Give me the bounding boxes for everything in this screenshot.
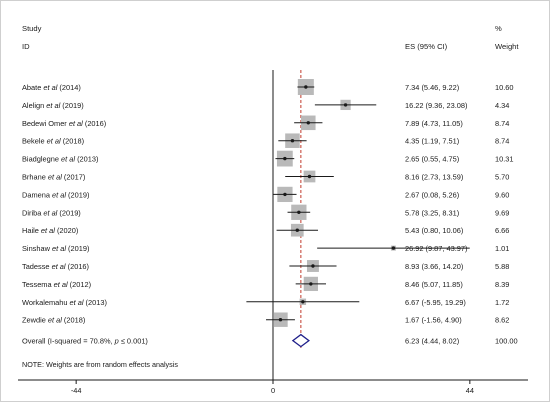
weight-value: 8.74 xyxy=(495,119,509,128)
study-row: Abate et al (2014) 7.34 (5.46, 9.22) 10.60 xyxy=(22,79,514,95)
weight-value: 6.66 xyxy=(495,226,509,235)
study-row: Biadglegne et al (2013) 2.65 (0.55, 4.75)… xyxy=(22,150,514,167)
weight-value: 9.69 xyxy=(495,208,509,217)
es-ci-value: 5.43 (0.80, 10.06) xyxy=(405,226,463,235)
study-rows: Abate et al (2014) 7.34 (5.46, 9.22) 10.60… xyxy=(22,79,518,348)
header-es: ES (95% CI) xyxy=(405,42,448,51)
weight-value: 1.72 xyxy=(495,298,509,307)
weight-value: 9.60 xyxy=(495,190,509,199)
point-estimate xyxy=(307,174,312,179)
study-label: Alelign et al (2019) xyxy=(22,101,84,110)
overall-diamond xyxy=(291,333,310,348)
study-label: Biadglegne et al (2013) xyxy=(22,155,98,164)
point-estimate xyxy=(290,139,295,143)
study-label: Damena et al (2019) xyxy=(22,190,89,199)
weight-value: 8.39 xyxy=(495,280,509,289)
es-ci-value: 2.65 (0.55, 4.75) xyxy=(405,155,459,164)
point-estimate xyxy=(311,264,315,268)
x-tick-label: 44 xyxy=(466,386,474,395)
study-row: Workalemahu et al (2013) 6.67 (-5.95, 19.… xyxy=(22,298,509,307)
weight-value: 1.01 xyxy=(495,244,509,253)
study-row: Sinshaw et al (2019) 26.92 (9.87, 43.97) 1… xyxy=(22,244,509,253)
study-label: Haile et al (2020) xyxy=(22,226,78,235)
study-row: Zewdie et al (2018) 1.67 (-1.56, 4.90) 8.6… xyxy=(22,312,509,327)
study-label: Zewdie et al (2018) xyxy=(22,316,85,325)
es-ci-value: 8.46 (5.07, 11.85) xyxy=(405,280,463,289)
header-id: ID xyxy=(22,42,30,51)
point-estimate xyxy=(306,121,310,125)
overall-label: Overall (I-squared = 70.8%, p ≤ 0.001) xyxy=(22,337,148,346)
weight-value: 8.62 xyxy=(495,316,509,325)
point-estimate xyxy=(304,85,308,89)
point-estimate xyxy=(283,192,287,197)
study-row: Brhane et al (2017) 8.16 (2.73, 13.59) 5.7… xyxy=(22,170,509,183)
study-label: Workalemahu et al (2013) xyxy=(22,298,107,307)
study-label: Diriba et al (2019) xyxy=(22,208,81,217)
es-ci-value: 4.35 (1.19, 7.51) xyxy=(405,137,459,146)
overall-weight-value: 100.00 xyxy=(495,337,518,346)
study-label: Tessema et al (2012) xyxy=(22,280,91,289)
study-row: Haile et al (2020) 5.43 (0.80, 10.06) 6.66 xyxy=(22,223,509,237)
header-study: Study xyxy=(22,24,42,33)
study-label: Brhane et al (2017) xyxy=(22,173,85,182)
weight-value: 10.60 xyxy=(495,83,514,92)
weight-value: 4.34 xyxy=(495,101,509,110)
overall-row: Overall (I-squared = 70.8%, p ≤ 0.001) 6.… xyxy=(22,333,518,348)
x-tick-label: 0 xyxy=(271,386,275,395)
study-row: Tadesse et al (2016) 8.93 (3.66, 14.20) 5.… xyxy=(22,260,509,272)
footnote: NOTE: Weights are from random effects an… xyxy=(22,360,178,369)
es-ci-value: 1.67 (-1.56, 4.90) xyxy=(405,316,462,325)
study-row: Alelign et al (2019) 16.22 (9.36, 23.08) 4… xyxy=(22,99,509,111)
es-ci-value: 6.67 (-5.95, 19.29) xyxy=(405,298,466,307)
point-estimate xyxy=(301,300,305,304)
study-label: Bedewi Omer et al (2016) xyxy=(22,119,106,128)
es-ci-value: 7.34 (5.46, 9.22) xyxy=(405,83,459,92)
study-row: Tessema et al (2012) 8.46 (5.07, 11.85) 8.… xyxy=(22,276,509,292)
es-ci-value: 7.89 (4.73, 11.05) xyxy=(405,119,463,128)
overall-es-ci-value: 6.23 (4.44, 8.02) xyxy=(405,337,459,346)
weight-value: 5.88 xyxy=(495,262,509,271)
point-estimate xyxy=(297,210,301,214)
weight-value: 8.74 xyxy=(495,137,509,146)
study-label: Tadesse et al (2016) xyxy=(22,262,89,271)
point-estimate xyxy=(309,282,313,286)
x-tick-label: -44 xyxy=(71,386,82,395)
es-ci-value: 26.92 (9.87, 43.97) xyxy=(405,244,467,253)
es-ci-value: 8.93 (3.66, 14.20) xyxy=(405,262,463,271)
header-weight: Weight xyxy=(495,42,519,51)
study-row: Bedewi Omer et al (2016) 7.89 (4.73, 11.0… xyxy=(22,115,509,131)
weight-value: 10.31 xyxy=(495,155,514,164)
study-row: Diriba et al (2019) 5.78 (3.25, 8.31) 9.69 xyxy=(22,204,509,220)
study-label: Sinshaw et al (2019) xyxy=(22,244,89,253)
point-estimate xyxy=(295,228,299,232)
es-ci-value: 5.78 (3.25, 8.31) xyxy=(405,208,459,217)
es-ci-value: 2.67 (0.08, 5.26) xyxy=(405,190,459,199)
es-ci-value: 16.22 (9.36, 23.08) xyxy=(405,101,467,110)
point-estimate xyxy=(278,318,283,322)
study-row: Bekele et al (2018) 4.35 (1.19, 7.51) 8.74 xyxy=(22,133,509,148)
point-estimate xyxy=(391,246,396,250)
point-estimate xyxy=(283,156,287,161)
es-ci-value: 8.16 (2.73, 13.59) xyxy=(405,173,463,182)
header-percent: % xyxy=(495,24,502,33)
study-label: Bekele et al (2018) xyxy=(22,137,84,146)
study-label: Abate et al (2014) xyxy=(22,83,81,92)
point-estimate xyxy=(343,103,348,107)
weight-value: 5.70 xyxy=(495,173,509,182)
study-row: Damena et al (2019) 2.67 (0.08, 5.26) 9.60 xyxy=(22,186,509,203)
